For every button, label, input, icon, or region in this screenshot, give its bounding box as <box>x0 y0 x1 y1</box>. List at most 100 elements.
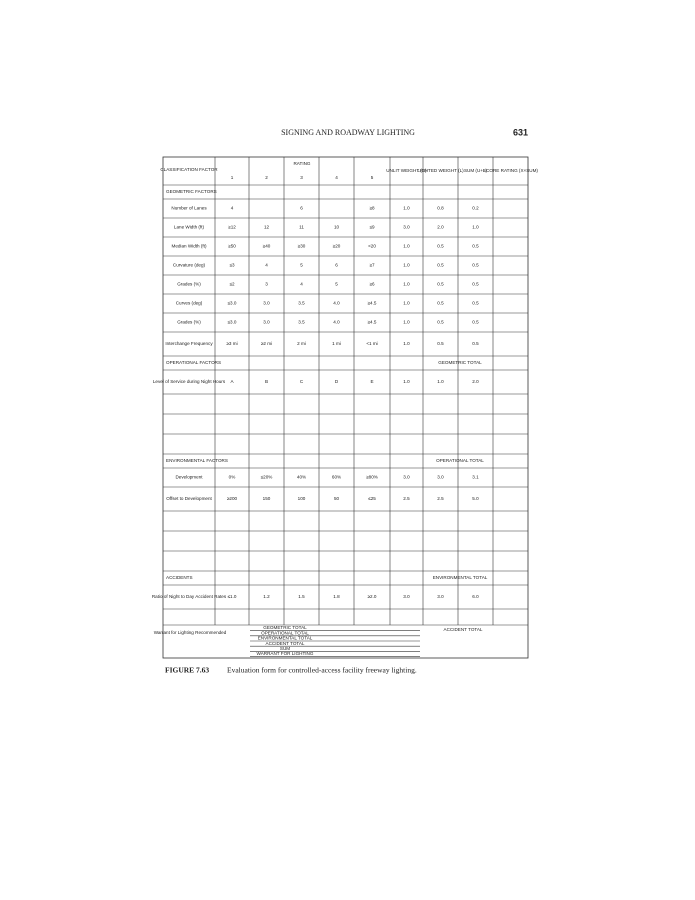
rating-cell: B <box>265 379 268 384</box>
total-line: ENVIRONMENTAL TOTAL <box>258 636 313 641</box>
factor-label: Development <box>175 475 203 480</box>
rating-cell: 60% <box>332 475 341 480</box>
rating-cell: ≤25 <box>368 496 376 501</box>
factor-label: Number of Lanes <box>171 206 207 211</box>
section-total: OPERATIONAL TOTAL <box>436 458 484 463</box>
rating-cell: 5 <box>300 263 303 268</box>
rating-cell: ≥40 <box>263 244 271 249</box>
caption-text: Evaluation form for controlled-access fa… <box>227 666 417 675</box>
weight-sum: 0.5 <box>472 320 479 325</box>
factor-label: Curves (deg) <box>176 301 203 306</box>
unlit-weight: 3.0 <box>403 225 410 230</box>
weight-sum: 0.5 <box>472 263 479 268</box>
warrant-note: Warrant for Lighting Recommended <box>154 630 227 635</box>
unlit-weight: 1.0 <box>403 379 410 384</box>
rating-number: 1 <box>231 175 234 180</box>
rating-cell: 100 <box>298 496 306 501</box>
caption-label: FIGURE 7.63 <box>165 666 209 675</box>
lighted-weight: 2.5 <box>437 496 444 501</box>
rating-cell: 6 <box>335 263 338 268</box>
rating-cell: 0% <box>229 475 236 480</box>
rating-cell: 40% <box>297 475 306 480</box>
rating-cell: 4 <box>300 282 303 287</box>
rating-cell: ≥3 mi <box>226 341 237 346</box>
rating-cell: 3.0 <box>263 320 270 325</box>
unlit-weight: 1.0 <box>403 244 410 249</box>
weight-sum: 2.0 <box>472 379 479 384</box>
total-line: GEOMETRIC TOTAL <box>263 625 307 630</box>
lighted-weight: 2.0 <box>437 225 444 230</box>
rating-cell: C <box>300 379 304 384</box>
weight-sum: 0.5 <box>472 282 479 287</box>
factor-label: Level of Service during Night Hours <box>153 379 226 384</box>
rating-cell: E <box>370 379 373 384</box>
weight-sum: 6.0 <box>472 594 479 599</box>
rating-cell: ≤20% <box>261 475 273 480</box>
rating-cell: 4 <box>231 206 234 211</box>
lighted-weight: 3.0 <box>437 475 444 480</box>
rating-cell: 50 <box>334 496 340 501</box>
column-head: UNLIT WEIGHT (U) <box>386 168 427 173</box>
rating-cell: ≤2 <box>229 282 235 287</box>
lighted-weight: 0.5 <box>437 301 444 306</box>
weight-sum: 1.0 <box>472 225 479 230</box>
total-line: WARRANT FOR LIGHTING <box>257 651 314 656</box>
factor-label: Grades (%) <box>177 320 201 325</box>
factor-label: Offset to Development <box>166 496 212 501</box>
rating-cell: 10 <box>334 225 340 230</box>
rating-cell: 3.5 <box>298 301 305 306</box>
factor-label: Median Width (ft) <box>172 244 207 249</box>
rating-cell: <1 mi <box>366 341 377 346</box>
section-title: ACCIDENTS <box>166 575 193 580</box>
unlit-weight: 3.0 <box>403 475 410 480</box>
factor-label: Curvature (deg) <box>173 263 206 268</box>
weight-sum: 0.5 <box>472 244 479 249</box>
section-title: ENVIRONMENTAL FACTORS <box>166 458 228 463</box>
rating-cell: 1 mi <box>332 341 341 346</box>
lighted-weight: 0.8 <box>437 206 444 211</box>
factor-label: Lane Width (ft) <box>174 225 205 230</box>
unlit-weight: 1.0 <box>403 320 410 325</box>
rating-cell: 6 <box>300 206 303 211</box>
unlit-weight: 1.0 <box>403 341 410 346</box>
column-head: SUM (U+L) <box>464 168 488 173</box>
section-title: GEOMETRIC FACTORS <box>166 189 217 194</box>
rating-number: 3 <box>300 175 303 180</box>
rating-cell: ≥4.5 <box>368 301 377 306</box>
rating-cell: ≤3 <box>229 263 235 268</box>
total-line: OPERATIONAL TOTAL <box>261 630 309 635</box>
rating-cell: ≥30 <box>298 244 306 249</box>
rating-cell: ≥7 <box>369 263 375 268</box>
rating-cell: ≤3.0 <box>228 301 237 306</box>
unlit-weight: 1.0 <box>403 206 410 211</box>
accident-total: ACCIDENT TOTAL <box>444 627 483 632</box>
rating-cell: 11 <box>299 225 304 230</box>
lighted-weight: 0.5 <box>437 320 444 325</box>
section-title: OPERATIONAL FACTORS <box>166 360 221 365</box>
rating-cell: 4 <box>265 263 268 268</box>
column-head: RATING <box>293 161 310 166</box>
unlit-weight: 1.0 <box>403 301 410 306</box>
rating-cell: <20 <box>368 244 376 249</box>
rating-cell: 5 <box>335 282 338 287</box>
unlit-weight: 1.0 <box>403 282 410 287</box>
column-head: SCORE RATING (X×SUM) <box>483 168 538 173</box>
rating-cell: A <box>230 379 234 384</box>
column-head: CLASSIFICATION FACTOR <box>160 167 218 172</box>
column-head: LIGHTED WEIGHT (L) <box>417 168 464 173</box>
rating-cell: ≥12 <box>228 225 236 230</box>
weight-sum: 0.2 <box>472 206 479 211</box>
unlit-weight: 3.0 <box>403 594 410 599</box>
weight-sum: 3.1 <box>472 475 479 480</box>
rating-cell: 1.8 <box>333 594 340 599</box>
weight-sum: 0.5 <box>472 301 479 306</box>
rating-cell: 1.5 <box>298 594 305 599</box>
factor-label: Grades (%) <box>177 282 201 287</box>
rating-cell: 150 <box>263 496 271 501</box>
rating-cell: 4.0 <box>333 301 340 306</box>
rating-number: 2 <box>265 175 268 180</box>
rating-cell: ≥8 <box>369 206 375 211</box>
rating-number: 4 <box>335 175 338 180</box>
factor-label: Interchange Frequency <box>165 341 213 346</box>
